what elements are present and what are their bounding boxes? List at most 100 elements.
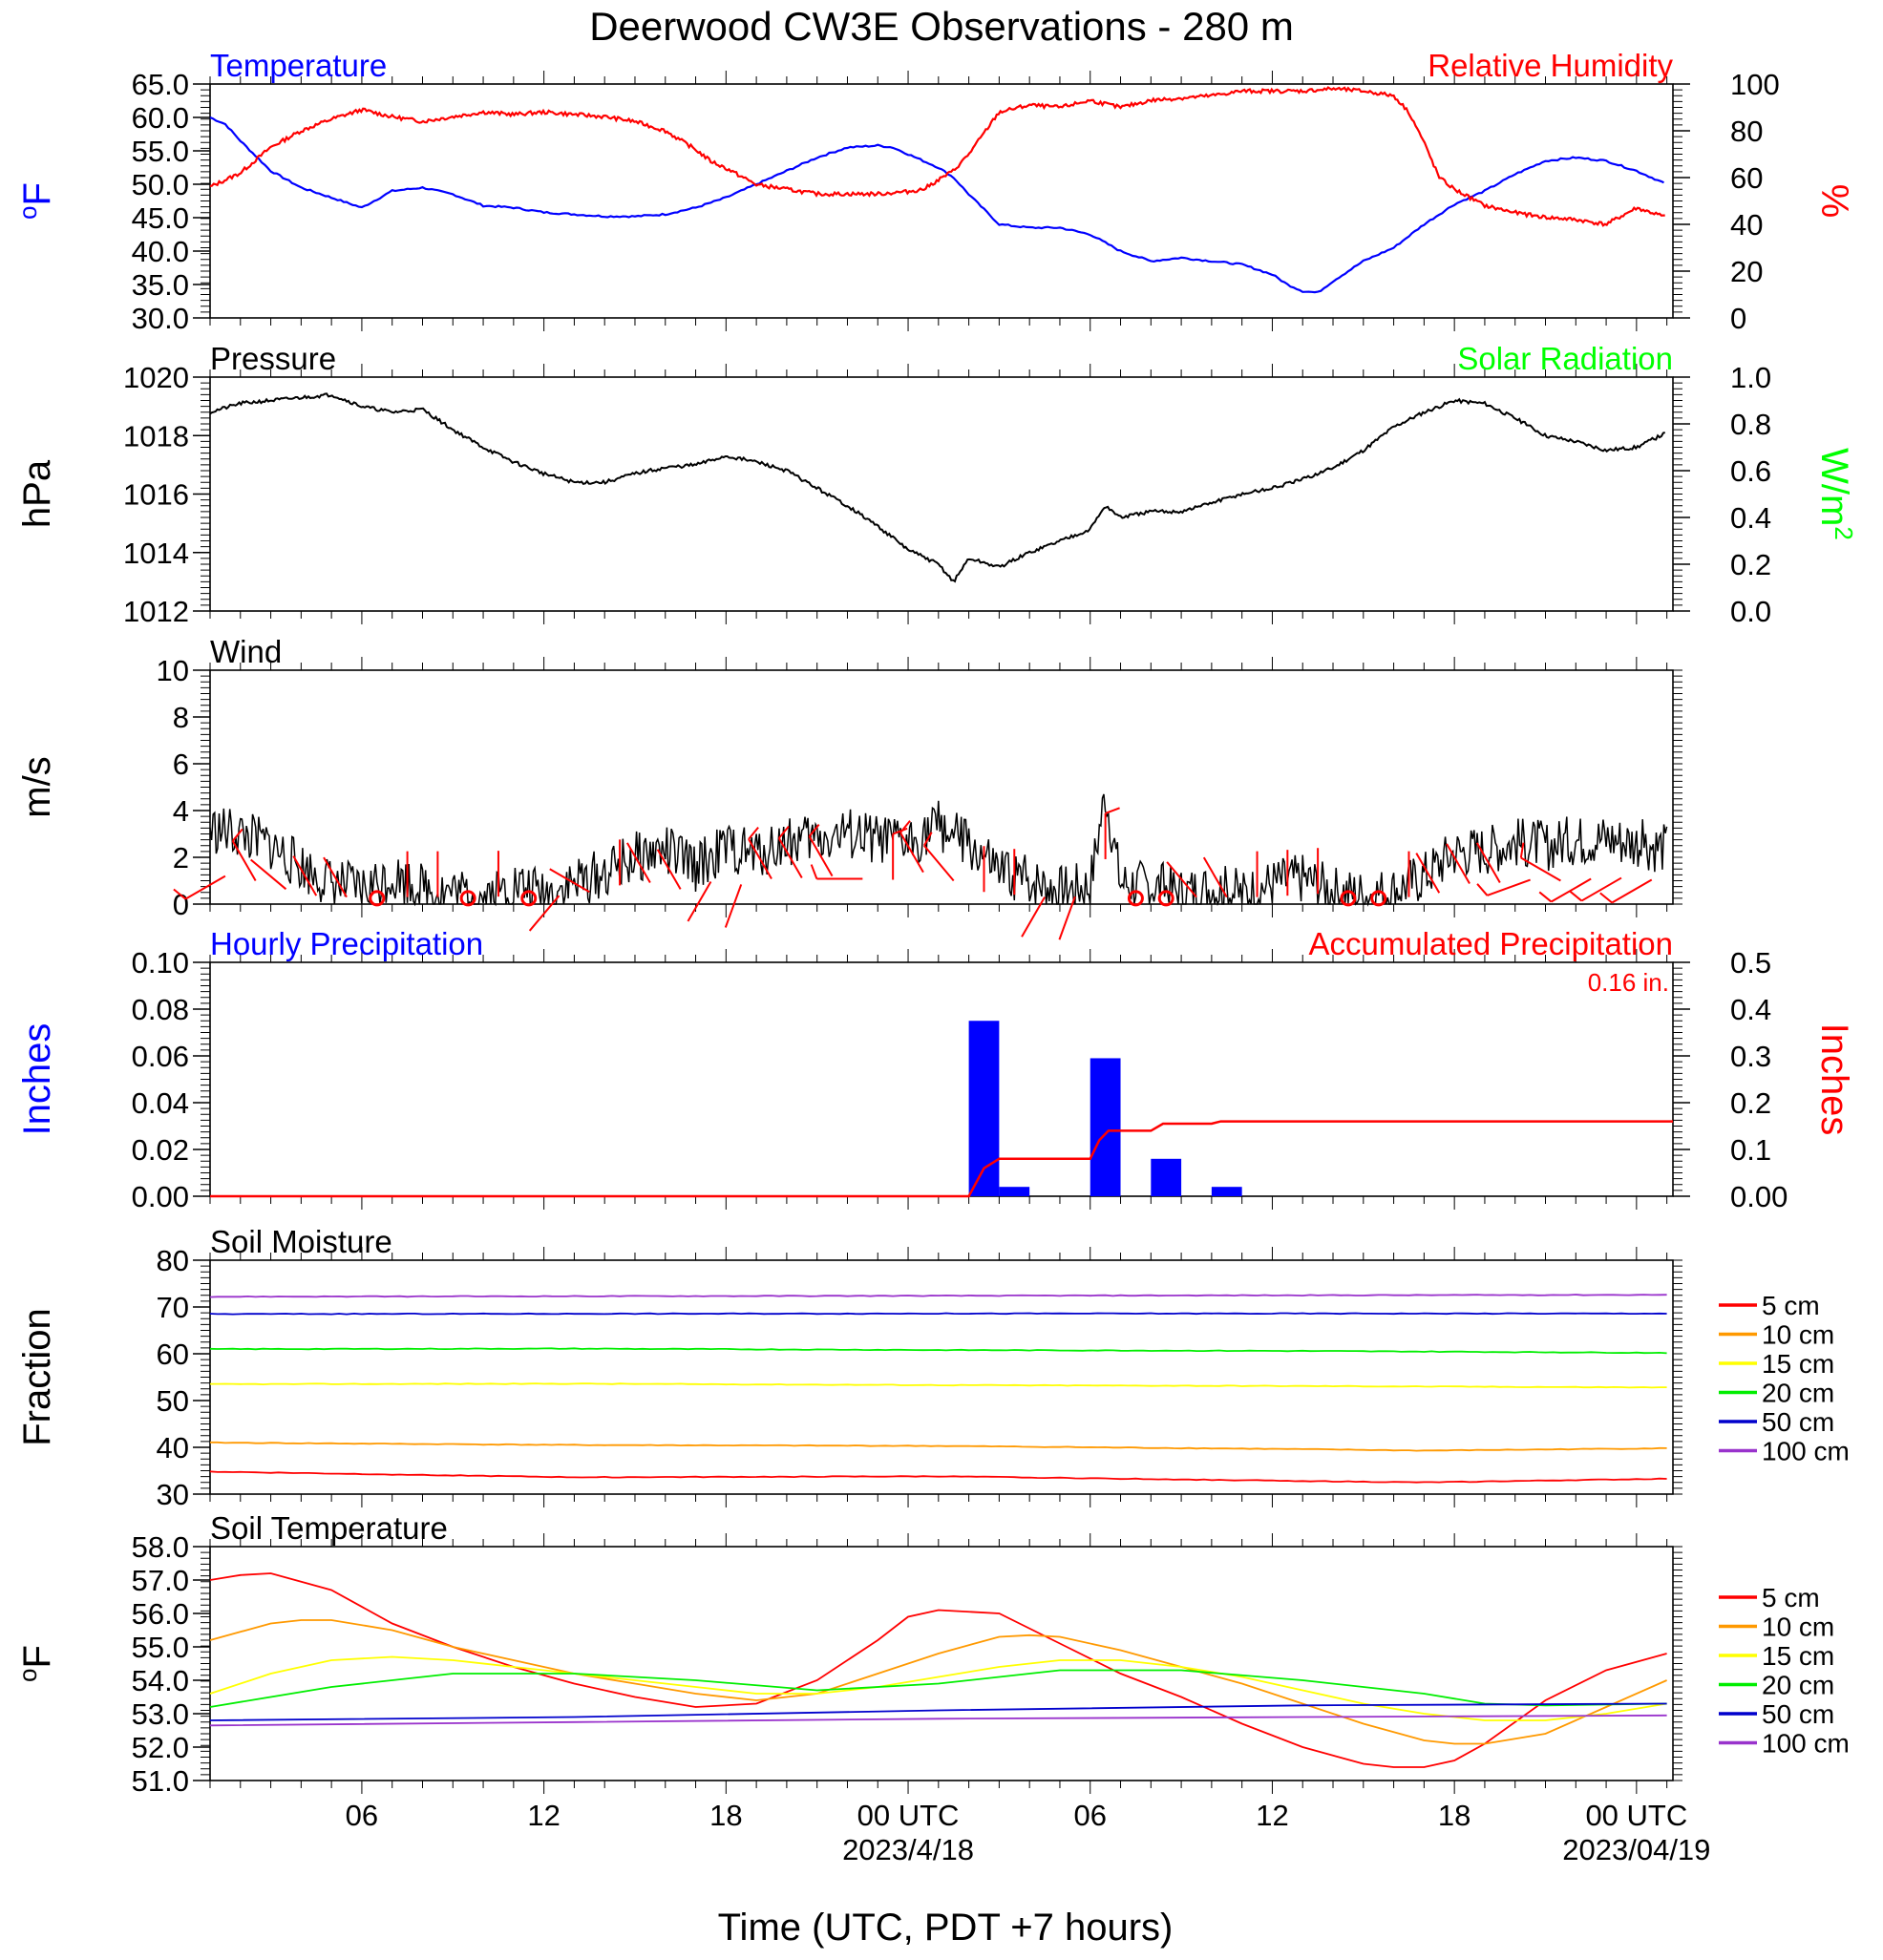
wind-barb-feather bbox=[810, 864, 818, 879]
left-tick-label: 6 bbox=[173, 748, 189, 781]
wind-barb bbox=[292, 855, 318, 896]
temperature-line bbox=[209, 116, 1664, 294]
left-tick-label: 70 bbox=[157, 1291, 189, 1324]
panel-pressure_solar: 1012 1014 1016 1018 1020 0.0 0.2 0.4 0.6 0.8 1.0 hP… bbox=[16, 341, 1858, 628]
left-axis-label: oF bbox=[13, 1645, 58, 1682]
accumulated-precip-line bbox=[210, 1120, 1673, 1198]
right-tick-label: 0.2 bbox=[1730, 1086, 1771, 1120]
panel-title-left: Pressure bbox=[210, 341, 336, 376]
soil-series-line bbox=[209, 1655, 1667, 1721]
legend-label: 15 cm bbox=[1762, 1641, 1834, 1671]
left-axis-label: m/s bbox=[16, 756, 58, 817]
wind-barb bbox=[656, 849, 682, 890]
right-tick-label: 100 bbox=[1730, 68, 1780, 101]
left-tick-label: 2 bbox=[173, 841, 189, 875]
right-tick-label: 0.8 bbox=[1730, 408, 1771, 441]
wind-barb-feather bbox=[231, 828, 243, 842]
pressure-line bbox=[209, 392, 1666, 583]
panel-title-left: Wind bbox=[210, 634, 282, 669]
wind-barb bbox=[1166, 861, 1197, 898]
wind-barb-feather bbox=[922, 832, 933, 847]
left-tick-label: 55.0 bbox=[132, 1631, 189, 1664]
panel-soil_moisture: 30 40 50 60 70 80 Fraction Soil Moisture 5 cm10 … bbox=[16, 1224, 1850, 1511]
left-tick-label: 51.0 bbox=[132, 1764, 189, 1798]
left-tick-label: 45.0 bbox=[132, 201, 189, 235]
time-tick-label: 00 UTC bbox=[1585, 1799, 1687, 1832]
right-tick-label: 0.5 bbox=[1730, 946, 1771, 980]
left-tick-label: 0.06 bbox=[132, 1040, 189, 1073]
wind-barb bbox=[687, 880, 712, 922]
panel-temp_rh: 30.035.040.045.050.055.060.065.0 0 20 40 60 8… bbox=[13, 48, 1855, 335]
soil-series-line bbox=[209, 1470, 1667, 1484]
left-tick-label: 60.0 bbox=[132, 101, 189, 135]
humidity-line bbox=[209, 86, 1665, 227]
left-tick-label: 0.10 bbox=[132, 946, 189, 980]
wind-barb bbox=[184, 875, 226, 900]
time-tick-label: 06 bbox=[346, 1799, 378, 1832]
soil-series-line bbox=[209, 1294, 1667, 1298]
x-axis-label: Time (UTC, PDT +7 hours) bbox=[718, 1907, 1174, 1949]
left-tick-label: 0.08 bbox=[132, 993, 189, 1026]
left-tick-label: 1020 bbox=[123, 361, 189, 394]
right-tick-label: 0.4 bbox=[1730, 501, 1771, 535]
soil-series-line bbox=[210, 1441, 1667, 1452]
left-tick-label: 60 bbox=[157, 1338, 189, 1371]
right-tick-label: 80 bbox=[1730, 115, 1763, 148]
soil-series-line bbox=[209, 1347, 1667, 1355]
panel-precip: 0.00 0.02 0.04 0.06 0.08 0.10 0.00 0.1 0.2 0.3 0.4… bbox=[16, 926, 1855, 1213]
wind-barb-feather bbox=[778, 825, 790, 839]
hourly-precip-bar bbox=[1211, 1187, 1242, 1196]
soil-series-line bbox=[209, 1619, 1667, 1745]
panel-title-right: Accumulated Precipitation bbox=[1308, 926, 1673, 961]
right-tick-label: 0.4 bbox=[1730, 993, 1771, 1026]
figure-title: Deerwood CW3E Observations - 280 m bbox=[589, 4, 1294, 49]
legend-label: 50 cm bbox=[1762, 1407, 1834, 1437]
wind-barb-feather bbox=[899, 820, 911, 833]
wind-barb-feather bbox=[1538, 891, 1553, 903]
left-tick-label: 1016 bbox=[123, 478, 189, 512]
panel-title-right: Relative Humidity bbox=[1428, 48, 1673, 83]
time-tick-label: 18 bbox=[1438, 1799, 1470, 1832]
left-tick-label: 40.0 bbox=[132, 235, 189, 268]
left-tick-label: 80 bbox=[157, 1244, 189, 1277]
right-tick-label: 0.1 bbox=[1730, 1133, 1771, 1167]
left-axis-label: Inches bbox=[16, 1023, 58, 1136]
right-tick-label: 0 bbox=[1730, 302, 1746, 335]
wind-barb-feather bbox=[1519, 842, 1525, 858]
wind-barb-feather bbox=[892, 827, 908, 835]
wind-barb-feather bbox=[808, 824, 820, 837]
hourly-precip-bar bbox=[1151, 1158, 1182, 1196]
wind-barb-feather bbox=[748, 826, 759, 840]
wind-barb bbox=[1520, 856, 1561, 882]
legend-label: 10 cm bbox=[1762, 1612, 1834, 1642]
left-tick-label: 8 bbox=[173, 701, 189, 734]
calm-wind-marker bbox=[520, 890, 538, 907]
calm-wind-marker bbox=[1370, 890, 1387, 907]
calm-wind-marker bbox=[369, 890, 386, 907]
calm-wind-marker bbox=[459, 890, 476, 907]
time-tick-label: 18 bbox=[709, 1799, 742, 1832]
wind-barb-feather bbox=[1569, 890, 1583, 902]
legend-label: 5 cm bbox=[1762, 1291, 1820, 1320]
calm-wind-marker bbox=[1340, 890, 1357, 907]
panel-title-left: Hourly Precipitation bbox=[210, 926, 483, 961]
soil-series-line bbox=[209, 1669, 1667, 1708]
left-tick-label: 56.0 bbox=[132, 1597, 189, 1631]
left-tick-label: 52.0 bbox=[132, 1731, 189, 1764]
wind-barb bbox=[899, 832, 924, 874]
left-tick-label: 40 bbox=[157, 1431, 189, 1465]
wind-barb bbox=[1611, 878, 1653, 904]
left-tick-label: 1018 bbox=[123, 419, 189, 453]
wind-barb bbox=[777, 837, 803, 879]
left-tick-label: 35.0 bbox=[132, 268, 189, 302]
right-tick-label: 0.3 bbox=[1730, 1040, 1771, 1073]
left-tick-label: 0.02 bbox=[132, 1133, 189, 1167]
right-tick-label: 40 bbox=[1730, 208, 1763, 242]
wind-barb bbox=[808, 835, 834, 877]
left-tick-label: 1012 bbox=[123, 595, 189, 628]
calm-wind-marker bbox=[1157, 890, 1174, 907]
left-tick-label: 53.0 bbox=[132, 1697, 189, 1731]
wind-speed-line bbox=[209, 793, 1668, 907]
left-tick-label: 30 bbox=[157, 1478, 189, 1511]
